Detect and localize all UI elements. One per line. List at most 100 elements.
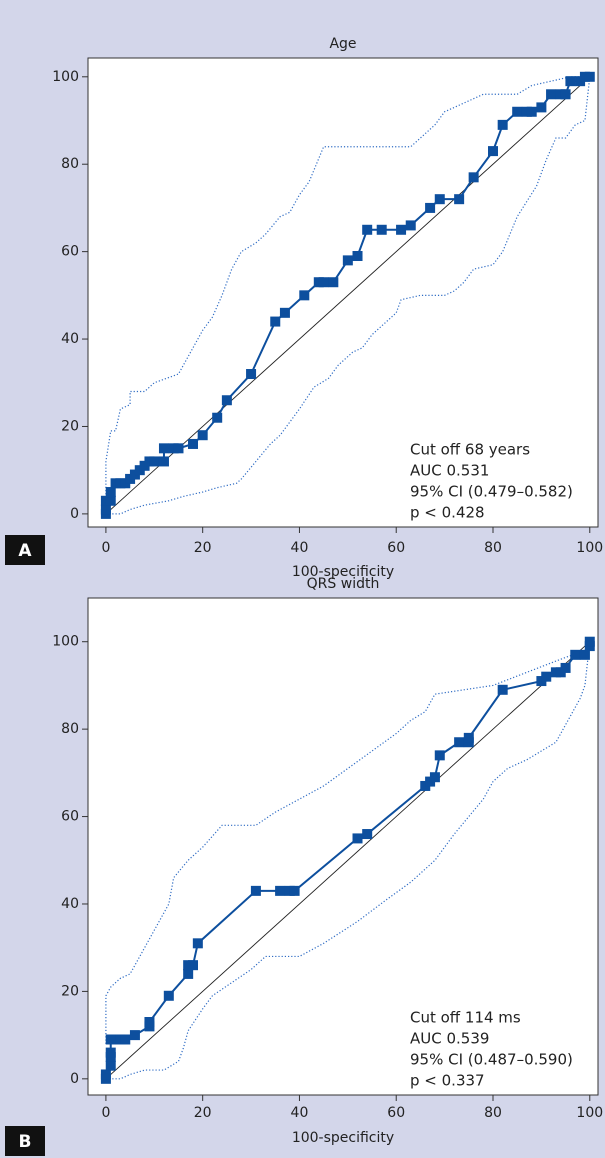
roc-point [100, 1069, 111, 1080]
y-tick-label: 20 [61, 418, 79, 434]
ci-line [105, 641, 591, 1080]
roc-point [158, 456, 169, 467]
roc-point [497, 684, 508, 695]
annotation: AUC 0.531 [410, 462, 489, 480]
annotation: 95% CI (0.487–0.590) [410, 1051, 573, 1069]
roc-point [488, 146, 498, 157]
y-tick-label: 0 [70, 506, 79, 522]
x-axis-label: 100-specificity [292, 564, 394, 580]
x-tick-label: 60 [387, 540, 405, 556]
roc-point [541, 671, 552, 682]
panel-label: A [18, 541, 32, 561]
roc-point [376, 224, 387, 235]
roc-point [396, 224, 407, 235]
roc-point [129, 1030, 140, 1041]
reference-line [105, 641, 591, 1080]
roc-point [105, 487, 116, 498]
roc-point [120, 1034, 131, 1045]
roc-point [526, 106, 537, 117]
chart-title: Age [329, 36, 356, 52]
roc-point [497, 119, 508, 130]
roc-point [105, 495, 116, 506]
roc-point [454, 194, 465, 205]
roc-point [197, 430, 208, 441]
x-tick-label: 40 [291, 540, 309, 556]
panel-label: B [19, 1132, 32, 1152]
x-tick-label: 80 [484, 540, 502, 556]
roc-point [570, 649, 581, 660]
roc-point [212, 412, 223, 423]
roc-point [163, 990, 174, 1001]
roc-point [173, 443, 184, 454]
roc-point [434, 750, 445, 761]
roc-point [352, 251, 363, 262]
x-axis-label: 100-specificity [292, 1130, 394, 1146]
y-tick-label: 100 [52, 69, 79, 85]
roc-point [270, 316, 281, 327]
ci-line [105, 76, 590, 501]
x-tick-label: 20 [194, 540, 212, 556]
roc-point [565, 76, 576, 87]
plot-area [87, 597, 599, 1096]
roc-point [100, 504, 111, 515]
annotation: Cut off 114 ms [410, 1009, 521, 1027]
x-tick-label: 80 [484, 1105, 502, 1121]
roc-point [149, 456, 160, 467]
y-tick-label: 40 [61, 331, 79, 347]
ci-line [105, 76, 591, 515]
chart-title: QRS width [307, 576, 380, 592]
y-tick-label: 80 [61, 156, 79, 172]
annotation: 95% CI (0.479–0.582) [410, 483, 573, 501]
roc-point [454, 737, 465, 748]
y-tick-label: 20 [61, 983, 79, 999]
roc-point [362, 224, 373, 235]
roc-point [328, 277, 339, 288]
y-tick-label: 100 [52, 634, 79, 650]
roc-point [584, 71, 595, 82]
roc-point [352, 833, 363, 844]
roc-point [579, 649, 590, 660]
panel-label-box [5, 1126, 45, 1156]
panel-label-box [5, 535, 45, 565]
roc-point [468, 172, 479, 183]
roc-point [188, 960, 198, 971]
y-tick-label: 60 [61, 244, 79, 260]
x-tick-label: 60 [387, 1105, 405, 1121]
roc-point [546, 89, 557, 100]
x-tick-label: 20 [194, 1105, 212, 1121]
roc-point [429, 772, 440, 783]
annotation: Cut off 68 years [410, 441, 530, 459]
roc-point [299, 290, 310, 301]
roc-point [512, 106, 523, 117]
roc-point [536, 102, 547, 113]
x-tick-label: 0 [101, 540, 110, 556]
y-tick-label: 80 [61, 721, 79, 737]
reference-line [105, 76, 591, 515]
roc-point [318, 277, 329, 288]
roc-point [275, 885, 286, 896]
roc-point [405, 220, 416, 231]
roc-point [183, 968, 194, 979]
roc-point [279, 307, 290, 318]
roc-point [584, 636, 595, 647]
roc-point [105, 1034, 116, 1045]
roc-point [105, 1060, 116, 1071]
y-tick-label: 0 [70, 1071, 79, 1087]
roc-point [560, 662, 571, 673]
roc-point [434, 194, 445, 205]
y-tick-label: 60 [61, 809, 79, 825]
roc-point [144, 1017, 155, 1028]
x-tick-label: 0 [101, 1105, 110, 1121]
x-tick-label: 100 [576, 1105, 603, 1121]
roc-point [250, 885, 261, 896]
roc-point [158, 443, 169, 454]
roc-point [289, 885, 300, 896]
y-tick-label: 40 [61, 896, 79, 912]
roc-point [246, 369, 257, 380]
annotation: p < 0.428 [410, 504, 485, 522]
roc-point [362, 829, 373, 840]
roc-point [105, 1047, 116, 1058]
roc-point [188, 438, 198, 449]
